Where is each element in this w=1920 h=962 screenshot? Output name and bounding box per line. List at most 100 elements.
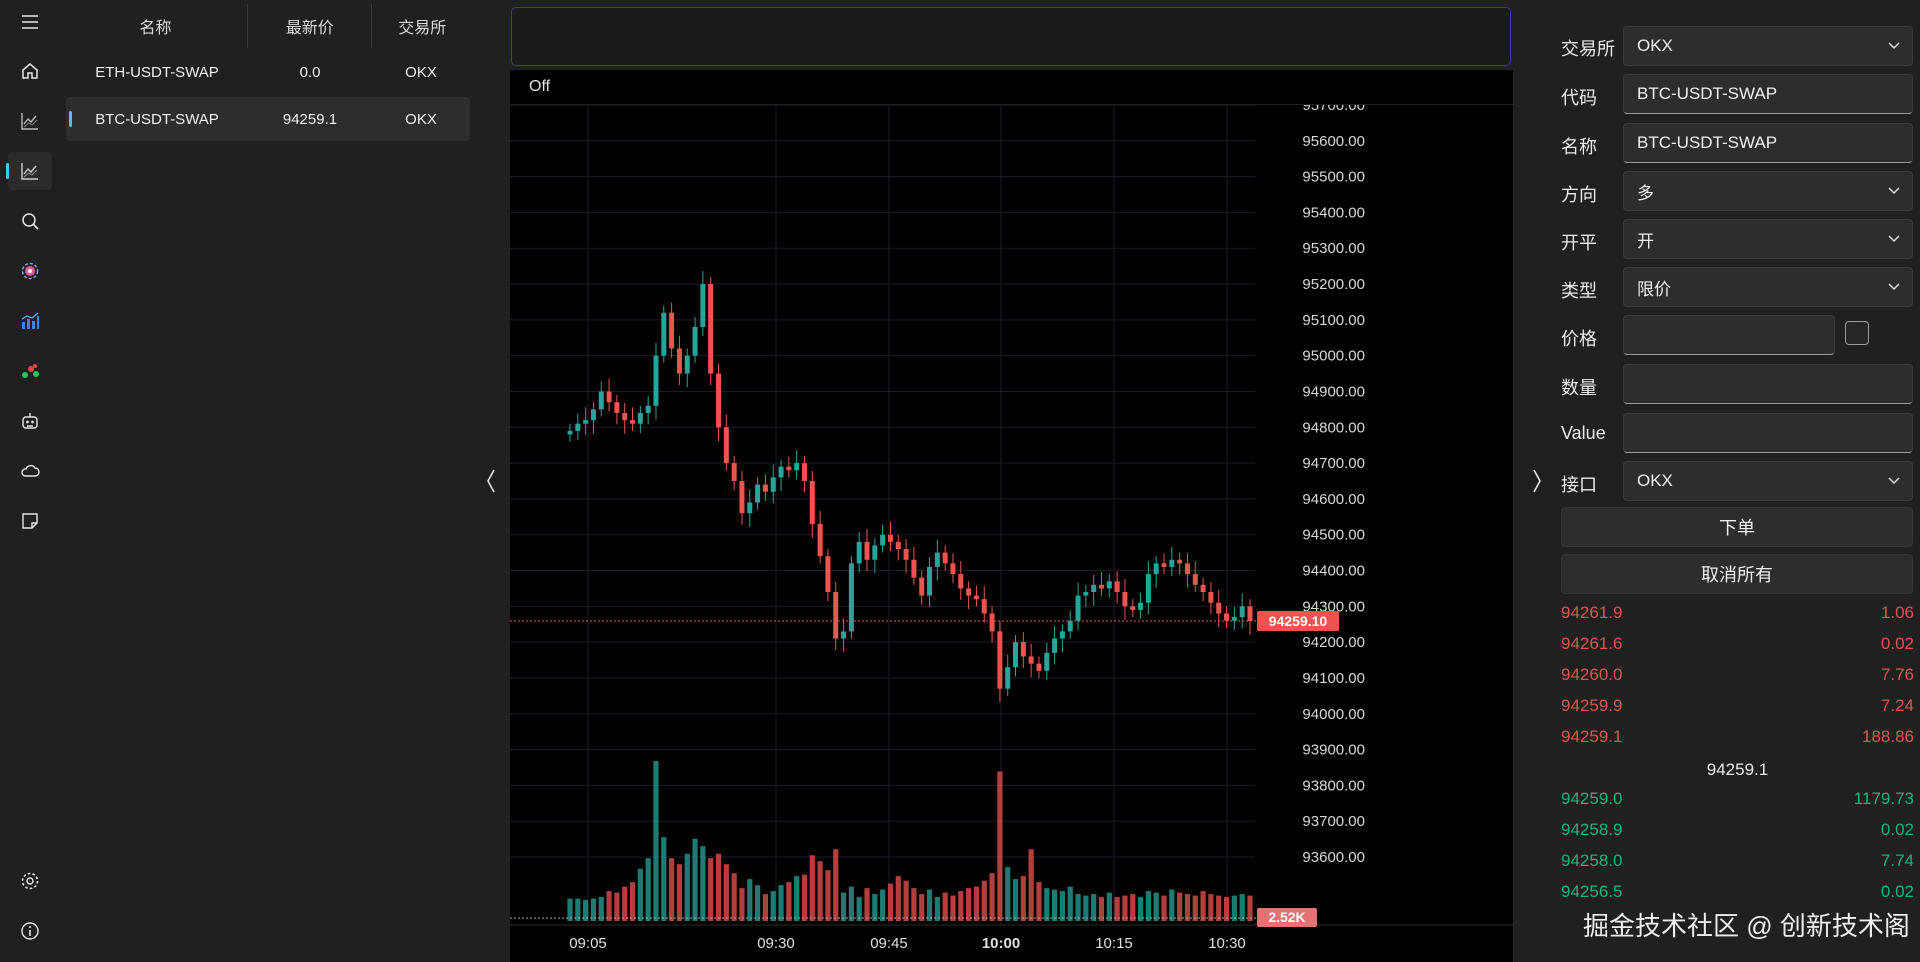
candle-body: [973, 595, 979, 600]
y-tick-label: 95300.00: [1302, 240, 1365, 257]
send-order-button[interactable]: 下单: [1561, 507, 1913, 547]
candle-body: [794, 463, 800, 471]
y-tick-label: 93700.00: [1302, 813, 1365, 830]
candle-body: [1208, 592, 1214, 603]
cancel-all-button[interactable]: 取消所有: [1561, 554, 1913, 594]
column-header-name[interactable]: 名称: [64, 4, 249, 48]
watchlist-header: 名称 最新价 交易所: [64, 4, 472, 48]
volume-bar: [1075, 894, 1081, 921]
candle-body: [637, 412, 643, 424]
candle-body: [887, 534, 893, 542]
ask-price: 94260.0: [1561, 665, 1623, 684]
robot-icon[interactable]: [8, 402, 52, 440]
home-icon[interactable]: [8, 52, 52, 90]
price-input[interactable]: [1623, 315, 1835, 355]
x-tick-label: 10:30: [1208, 935, 1246, 952]
volume-bar: [973, 886, 980, 921]
volume-bar: [1012, 879, 1019, 921]
chart-icon[interactable]: [8, 102, 52, 140]
offset-select[interactable]: 开: [1623, 219, 1913, 259]
volume-bar: [1083, 895, 1089, 921]
cloud-icon[interactable]: [8, 452, 52, 490]
candle-body: [825, 556, 831, 593]
volume-bar: [567, 898, 573, 921]
orderbook-ask-row: 94261.9 1.06: [1561, 603, 1914, 627]
price-checkbox[interactable]: [1845, 321, 1869, 345]
watchlist-row-selected[interactable]: BTC-USDT-SWAP 94259.1 OKX: [66, 97, 470, 141]
candle-body: [880, 534, 886, 546]
name-input[interactable]: BTC-USDT-SWAP: [1623, 123, 1913, 163]
symbol-input[interactable]: BTC-USDT-SWAP: [1623, 74, 1913, 114]
volume-bar: [1177, 892, 1183, 921]
value-input[interactable]: [1623, 413, 1913, 453]
ask-price: 94259.1: [1561, 727, 1623, 746]
volume-bar: [903, 880, 909, 921]
y-tick-label: 93800.00: [1302, 777, 1365, 794]
watchlist-row[interactable]: ETH-USDT-SWAP 0.0 OKX: [66, 50, 470, 94]
volume-bar: [575, 898, 581, 921]
candle-body: [1231, 617, 1237, 621]
candle-body: [1106, 581, 1112, 589]
column-header-price[interactable]: 最新价: [248, 4, 373, 48]
volume-bar: [723, 864, 729, 921]
x-tick-label: 09:05: [569, 935, 607, 952]
volume-bar: [880, 889, 886, 921]
price-axis-background: [1255, 105, 1513, 962]
search-icon[interactable]: [8, 202, 52, 240]
volume-bar: [872, 894, 878, 921]
candlestick-chart[interactable]: 95700.00 95600.00 95500.00 95400.00 95300.00…: [510, 105, 1513, 962]
column-header-exchange[interactable]: 交易所: [398, 20, 447, 37]
candle-body: [1005, 667, 1011, 689]
volume-bar: [934, 897, 940, 921]
volume-input[interactable]: [1623, 364, 1913, 404]
type-select[interactable]: 限价: [1623, 267, 1913, 307]
volume-bar: [864, 888, 870, 921]
ask-price: 94259.9: [1561, 696, 1623, 715]
last-price-tag-label: 94259.10: [1269, 613, 1328, 629]
name-label: 名称: [1561, 137, 1597, 157]
candle-body: [630, 420, 636, 424]
candle-body: [1138, 602, 1144, 610]
chart-active-icon[interactable]: [6, 152, 52, 190]
direction-select[interactable]: 多: [1623, 171, 1913, 211]
exchange-select[interactable]: OKX: [1623, 26, 1913, 66]
candle-body: [1184, 563, 1190, 575]
candle-body: [997, 631, 1003, 689]
volume-bar: [661, 837, 667, 921]
watermark-text: 掘金技术社区 @ 创新技术阁: [1583, 911, 1910, 941]
dashboard-icon[interactable]: [8, 252, 52, 290]
collapse-right-chevron-icon[interactable]: [1527, 466, 1547, 496]
volume-bar: [653, 761, 659, 921]
analytics-icon[interactable]: [8, 302, 52, 340]
ask-price: 94261.9: [1561, 603, 1623, 622]
collapse-left-chevron-icon[interactable]: [481, 466, 501, 496]
chevron-down-icon: [1888, 283, 1900, 291]
orderbook-bid-row: 94259.0 1179.73: [1561, 789, 1914, 813]
candle-body: [919, 577, 925, 596]
candle-body: [716, 373, 722, 428]
volume-bar: [629, 882, 636, 921]
volume-bar: [1036, 882, 1042, 921]
info-icon[interactable]: [8, 912, 52, 950]
bid-price: 94258.9: [1561, 820, 1623, 839]
settings-icon[interactable]: [8, 862, 52, 900]
candle-body: [848, 563, 854, 632]
candle-body: [1224, 613, 1230, 621]
candle-body: [981, 599, 987, 614]
candle-body: [770, 477, 776, 492]
candle-body: [692, 327, 698, 356]
gateway-select[interactable]: OKX: [1623, 461, 1913, 501]
note-icon[interactable]: [8, 502, 52, 540]
volume-bar: [731, 873, 737, 921]
volume-bar: [895, 876, 901, 921]
y-tick-label: 94800.00: [1302, 419, 1365, 436]
menu-icon[interactable]: [8, 3, 52, 41]
scatter-icon[interactable]: [8, 352, 52, 390]
chart-mode-label[interactable]: Off: [529, 78, 551, 95]
chart-search-input[interactable]: [511, 7, 1511, 66]
volume-bar: [1098, 897, 1105, 921]
volume-label: 数量: [1561, 378, 1597, 398]
exchange-value: OKX: [1637, 36, 1673, 55]
direction-value: 多: [1637, 183, 1654, 203]
ask-volume: 1.06: [1880, 603, 1914, 622]
